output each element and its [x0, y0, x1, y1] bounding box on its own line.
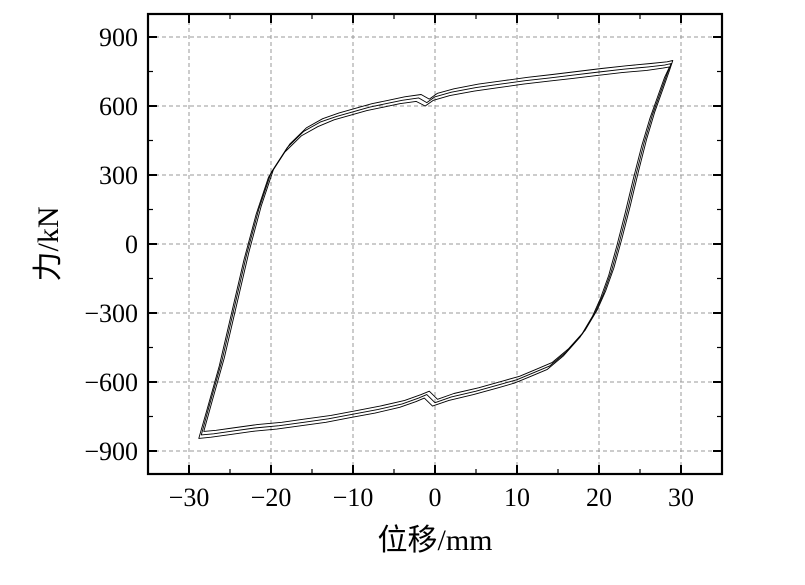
y-tick-label: −900 — [84, 437, 138, 466]
series-group — [198, 60, 674, 439]
grid-lines — [148, 14, 722, 474]
y-tick-label: 0 — [125, 230, 138, 259]
series-line-3 — [203, 60, 674, 432]
x-tick-label: 0 — [429, 483, 442, 512]
x-axis-title: 位移/mm — [377, 524, 492, 557]
series-line-1 — [200, 63, 672, 436]
x-tick-label: 30 — [668, 483, 694, 512]
y-tick-label: 900 — [99, 23, 138, 52]
x-tick-label: 10 — [504, 483, 530, 512]
major-ticks — [148, 14, 722, 474]
y-tick-label: −300 — [84, 299, 138, 328]
series-line-2 — [198, 66, 670, 439]
y-tick-label: −600 — [84, 368, 138, 397]
y-tick-labels: −900 −600 −300 0 300 600 900 — [84, 23, 138, 466]
y-tick-label: 300 — [99, 161, 138, 190]
plot-frame — [146, 12, 724, 476]
x-tick-label: −20 — [251, 483, 292, 512]
x-tick-label: −10 — [333, 483, 374, 512]
x-tick-labels: −30 −20 −10 0 10 20 30 — [169, 483, 694, 512]
x-tick-label: −30 — [169, 483, 210, 512]
x-tick-label: 20 — [586, 483, 612, 512]
y-axis-title: 力/kN — [32, 207, 65, 282]
y-tick-label: 600 — [99, 92, 138, 121]
